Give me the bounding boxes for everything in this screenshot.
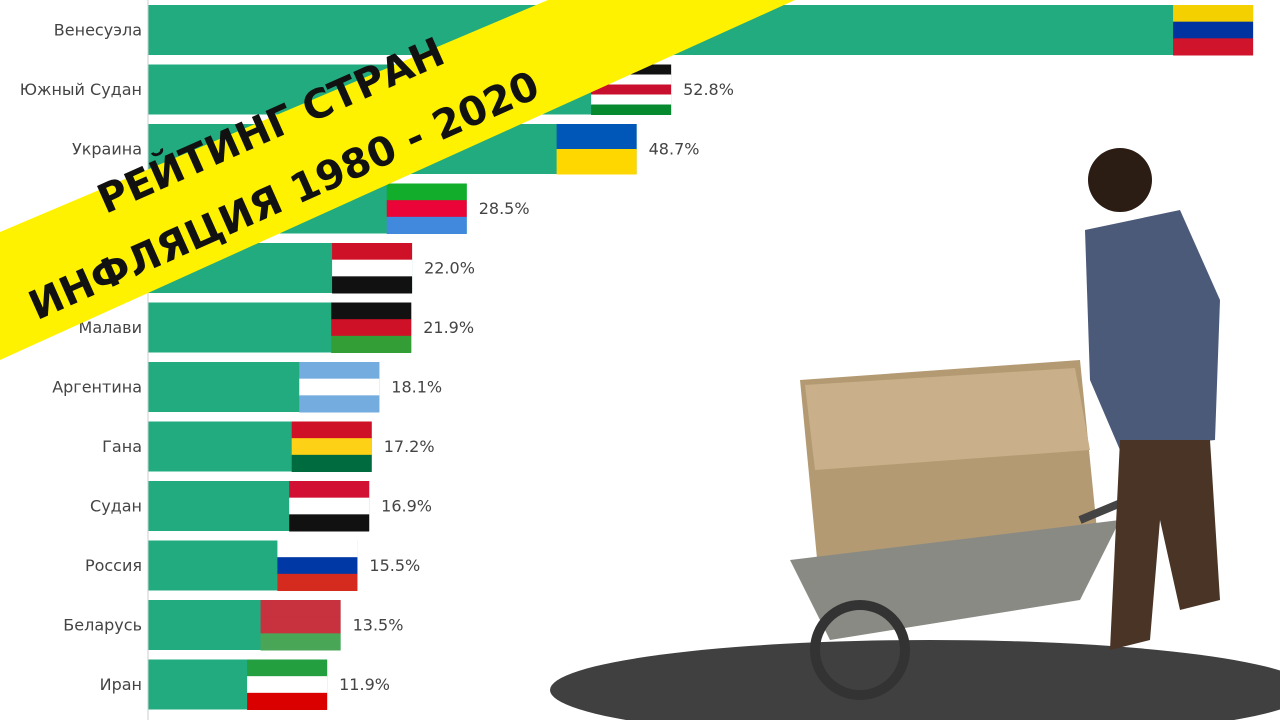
flag-stripe [247,659,328,677]
value-label: 16.9% [381,497,432,516]
category-label: Иран [100,675,142,694]
flag-stripe [260,600,341,618]
flag-stripe [247,692,328,710]
flag-stripe [1173,21,1254,39]
flag-stripe [291,438,372,456]
flag-stripe [386,200,467,218]
value-label: 52.8% [683,80,734,99]
category-label: Южный Судан [20,80,142,99]
value-label: 11.9% [339,675,390,694]
flag-stripe [260,633,341,651]
flag-stripe [331,335,412,353]
flag-stripe [299,395,380,413]
category-label: Беларусь [63,616,142,635]
category-label: Россия [85,556,142,575]
flag-stripe [277,557,358,575]
category-label: Украина [72,140,142,159]
flag-stripe [260,616,341,634]
flag-stripe [331,302,412,320]
value-label: 22.0% [424,259,475,278]
flag-stripe [277,573,358,591]
flag-stripe [332,243,413,261]
flag-stripe [556,124,637,150]
flag-stripe [386,216,467,234]
flag-stripe [591,84,672,95]
category-label: Гана [102,437,142,456]
value-label: 13.5% [353,616,404,635]
flag-stripe [247,676,328,694]
flag-stripe [291,454,372,472]
value-label: 18.1% [391,378,442,397]
value-label: 28.5% [479,199,530,218]
value-label: 21.9% [423,318,474,337]
value-label: 48.7% [649,140,700,159]
flag-stripe [1173,5,1254,23]
flag-stripe [1173,38,1254,56]
flag-stripe [591,104,672,115]
flag-stripe [299,362,380,380]
flag-stripe [289,481,370,499]
flag-stripe [591,94,672,105]
flag-stripe [386,183,467,201]
flag-stripe [332,276,413,294]
category-label: Аргентина [52,378,142,397]
flag-stripe [332,259,413,277]
photo [550,148,1280,720]
flag-stripe [289,514,370,532]
flag-stripe [331,319,412,337]
category-label: Малави [79,318,142,337]
category-label: Венесуэла [54,21,142,40]
flag-stripe [291,421,372,439]
flag-stripe [591,74,672,85]
flag-stripe [277,540,358,558]
flag-stripe [289,497,370,515]
value-label: 15.5% [369,556,420,575]
flag-stripe [556,149,637,175]
flag-stripe [299,378,380,396]
category-label: Судан [90,497,142,516]
value-label: 17.2% [384,437,435,456]
